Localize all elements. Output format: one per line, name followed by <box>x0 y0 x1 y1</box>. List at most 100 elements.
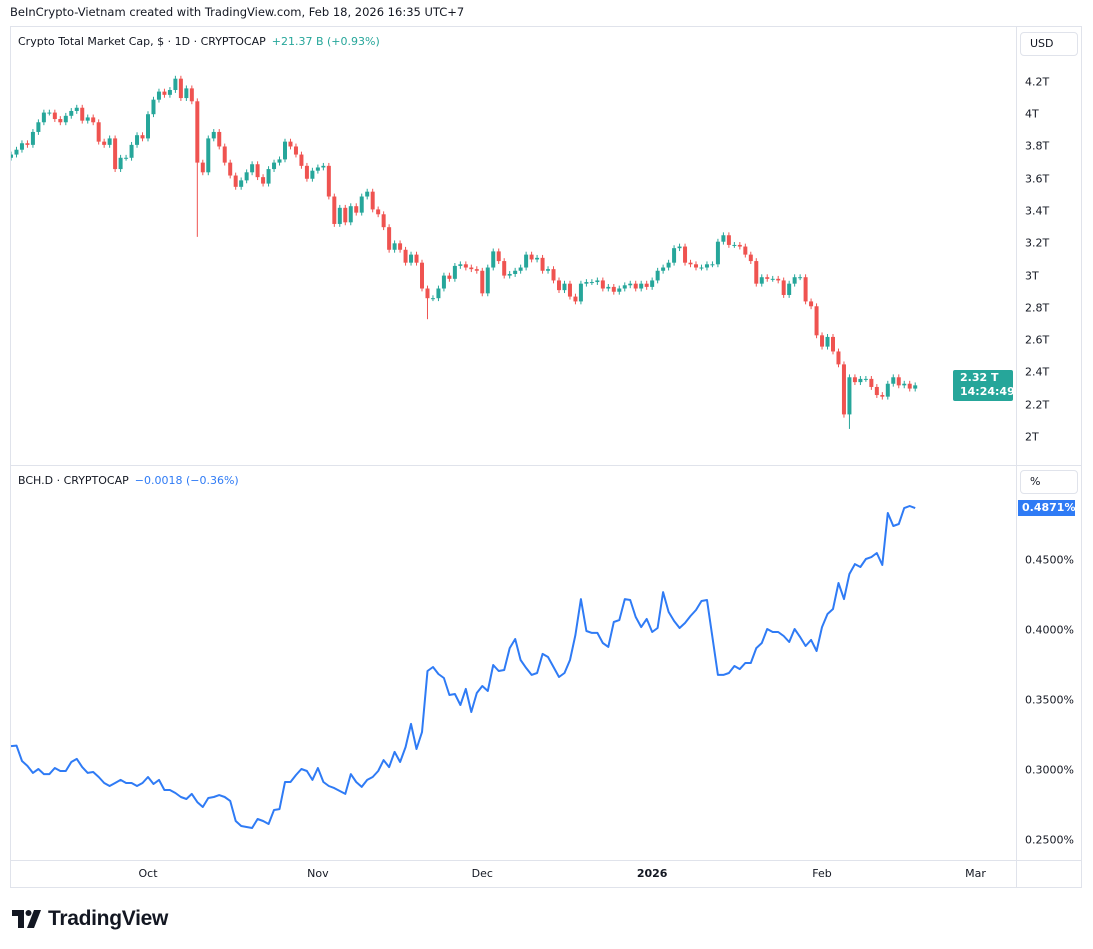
candle <box>211 129 216 142</box>
percent-unit-button[interactable]: % <box>1020 470 1078 494</box>
candle-body <box>222 146 227 163</box>
candle-body <box>321 165 326 168</box>
candle <box>359 193 364 216</box>
candle <box>480 267 485 297</box>
candle-body <box>381 214 386 228</box>
percent-axis-label: 0.4500% <box>1025 553 1074 567</box>
candle <box>578 280 583 305</box>
last-price-value: 2.32 T <box>960 371 999 384</box>
candle-body <box>852 377 857 383</box>
chart-frame <box>10 26 1082 888</box>
price-axis-label: 3.2T <box>1025 236 1050 250</box>
candle <box>25 140 30 148</box>
candle <box>743 243 748 258</box>
candle <box>36 119 41 135</box>
candle-body <box>458 264 463 266</box>
candle <box>831 334 835 355</box>
candle <box>584 279 589 287</box>
candle-body <box>167 89 172 95</box>
candle <box>798 274 803 281</box>
candle <box>546 266 551 274</box>
candle-body <box>343 207 348 223</box>
pane-divider[interactable] <box>10 465 1082 466</box>
candle-body <box>359 196 364 213</box>
candle-body <box>398 243 403 250</box>
candle-body <box>91 117 96 123</box>
price-axis-label: 2.6T <box>1025 333 1050 347</box>
candle-body <box>913 385 918 389</box>
candle-body <box>748 254 753 262</box>
candle <box>299 151 304 169</box>
candle <box>288 138 293 150</box>
candle <box>310 167 315 182</box>
candle-body <box>74 107 79 111</box>
candle <box>370 188 375 213</box>
price-axis-label: 2.2T <box>1025 398 1050 412</box>
bottom-pane-legend: BCH.D · CRYPTOCAP −0.0018 (−0.36%) <box>18 474 239 487</box>
candle <box>162 88 167 98</box>
candle <box>217 129 222 150</box>
candle-body <box>803 277 808 302</box>
candle <box>672 245 677 266</box>
price-axis-label: 3.6T <box>1025 172 1050 186</box>
candle <box>529 251 534 263</box>
price-axis-label: 4.2T <box>1025 75 1050 89</box>
price-axis-label: 2T <box>1025 430 1039 444</box>
percent-axis-label: 0.3500% <box>1025 693 1074 707</box>
candle <box>518 264 523 274</box>
candle-body <box>463 264 468 268</box>
candle <box>376 206 381 218</box>
candle-body <box>639 283 644 289</box>
candle <box>30 129 35 148</box>
candle <box>354 203 359 216</box>
candle-body <box>69 110 74 116</box>
time-axis-divider <box>10 860 1082 861</box>
candle-body <box>529 254 534 260</box>
candle-body <box>447 275 452 279</box>
candle <box>315 164 320 174</box>
currency-unit-button[interactable]: USD <box>1020 32 1078 56</box>
tradingview-logo[interactable]: TradingView <box>12 907 168 931</box>
last-price-tag: 2.32 T 14:24:49 <box>953 370 1015 401</box>
candle <box>91 114 96 126</box>
candle <box>348 203 353 226</box>
bottom-legend-title: BCH.D · CRYPTOCAP <box>18 474 129 487</box>
candle <box>880 392 885 400</box>
candle <box>80 104 85 124</box>
candle-body <box>611 286 616 292</box>
candle-body <box>688 262 693 265</box>
candle <box>814 303 819 339</box>
candle-body <box>704 264 709 268</box>
candle <box>255 161 260 181</box>
candle <box>41 109 46 126</box>
candle-body <box>589 282 594 284</box>
candle-body <box>151 99 156 115</box>
candle <box>332 193 337 227</box>
candle <box>102 138 107 148</box>
candle-body <box>348 206 353 223</box>
candle <box>113 135 118 172</box>
candle-body <box>644 283 649 287</box>
candle <box>891 374 896 387</box>
candle-body <box>540 257 545 271</box>
candle <box>69 108 74 119</box>
candle <box>304 162 309 182</box>
candle-body <box>420 262 424 289</box>
candle-body <box>787 283 792 295</box>
candle-body <box>25 143 30 145</box>
candle <box>781 277 786 298</box>
candle-body <box>469 267 474 270</box>
candle <box>562 280 567 294</box>
candle <box>726 232 731 248</box>
candle-body <box>770 278 775 280</box>
candle-body <box>546 269 551 271</box>
candle <box>611 283 616 295</box>
candle-body <box>146 114 150 139</box>
candle-body <box>622 285 627 289</box>
candle-body <box>715 241 720 265</box>
candle <box>261 174 266 187</box>
candle-body <box>140 135 145 139</box>
candle-body <box>694 264 698 268</box>
candle <box>809 298 814 310</box>
